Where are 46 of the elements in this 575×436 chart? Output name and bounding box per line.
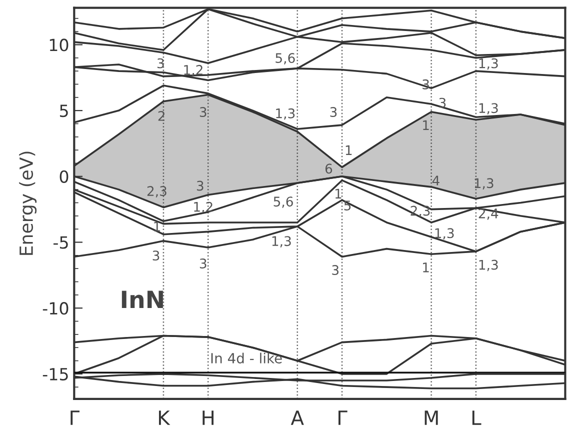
annotation: In 4d - like: [211, 352, 282, 364]
annotation: 5,6: [276, 53, 295, 64]
annotation: 1,3: [435, 228, 454, 240]
annotation: 3: [200, 258, 206, 268]
annotation: 1: [154, 222, 160, 232]
annotation: 3: [200, 107, 206, 118]
y-axis-title: Energy (eV): [19, 152, 37, 255]
x-tick-label: K: [158, 410, 170, 425]
y-tick-label: -5: [54, 236, 68, 249]
annotation: 1,2: [184, 64, 202, 76]
annotation: 6: [325, 164, 332, 174]
annotation: 1,3: [272, 236, 291, 248]
annotation: 1,3: [479, 58, 498, 70]
annotation: 3: [152, 250, 160, 261]
annotation: 2,3: [147, 186, 166, 198]
y-tick-label: -15: [42, 368, 68, 380]
annotation: 1,3: [276, 108, 295, 120]
annotation: 3: [439, 98, 446, 108]
x-tick-label: A: [290, 410, 304, 425]
x-tick-label: Γ: [338, 410, 348, 425]
annotation: 5: [344, 200, 351, 211]
annotation: 1: [335, 188, 342, 198]
annotation: 3: [157, 58, 164, 68]
annotation: 1: [423, 120, 429, 130]
x-tick-label: Γ: [70, 410, 80, 425]
annotation: InN: [122, 290, 163, 308]
y-tick-label: 0: [60, 170, 68, 183]
x-tick-label: H: [202, 410, 214, 425]
y-tick-label: 5: [60, 104, 68, 118]
x-tick-label: M: [424, 410, 438, 425]
annotation: 1: [423, 262, 429, 272]
annotation: 3: [332, 265, 339, 276]
annotation: 3: [330, 107, 337, 118]
y-tick-label: -10: [42, 302, 68, 315]
annotation: 1,3: [479, 103, 498, 114]
annotation: 1: [346, 145, 352, 156]
annotation: 1,3: [479, 260, 498, 272]
y-tick-label: 10: [50, 38, 68, 52]
annotation: 2,4: [478, 208, 498, 220]
annotation: 1,2: [194, 202, 212, 214]
annotation: 5,6: [274, 196, 293, 208]
annotation: 2,3: [410, 206, 430, 218]
annotation: 4: [432, 176, 440, 186]
x-tick-label: L: [472, 410, 482, 425]
annotation: 3: [196, 180, 204, 191]
annotation: 1,3: [474, 178, 494, 190]
